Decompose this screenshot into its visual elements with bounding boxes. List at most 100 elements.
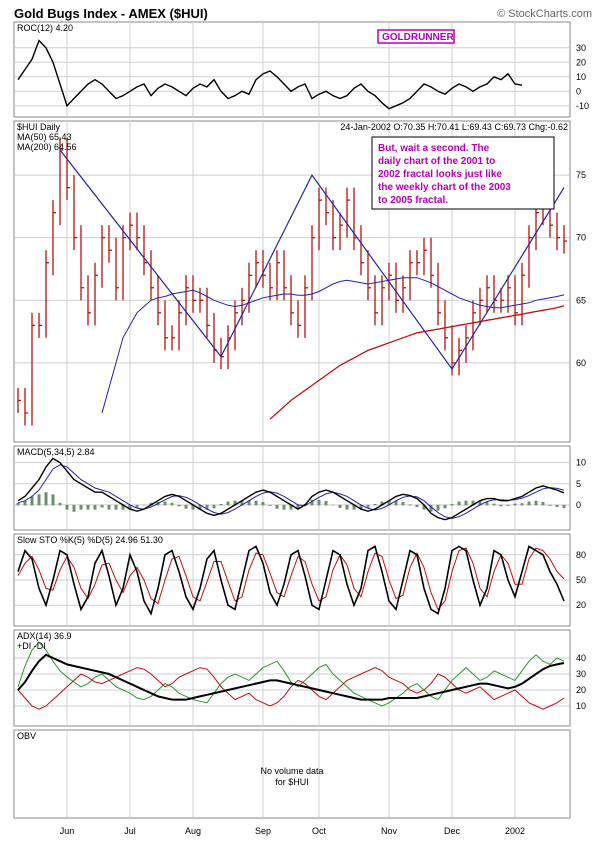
annotation-line-0: But, wait a second. The xyxy=(378,143,490,154)
macd-histogram-bar xyxy=(289,504,293,510)
tick-label-price-3: 60 xyxy=(576,358,586,368)
macd-histogram-bar xyxy=(408,504,412,506)
macd-histogram-bar xyxy=(72,504,76,512)
chart-credit: © StockCharts.com xyxy=(497,8,592,20)
macd-histogram-bar xyxy=(275,504,279,509)
macd-histogram-bar xyxy=(373,504,377,506)
macd-histogram-bar xyxy=(16,502,20,506)
roc-line xyxy=(17,39,523,110)
tick-label-adx-2: 20 xyxy=(576,685,586,695)
macd-histogram-bar xyxy=(233,500,237,506)
x-axis-label-4: Oct xyxy=(312,826,327,836)
macd-histogram-bar xyxy=(359,504,363,510)
macd-histogram-bar xyxy=(450,504,454,506)
ma50-line xyxy=(101,277,565,414)
minus-di-line xyxy=(17,667,565,710)
macd-histogram-bar xyxy=(205,504,209,510)
roc-label: ROC(12) 4.20 xyxy=(17,23,73,33)
macd-histogram-bar xyxy=(541,501,545,506)
macd-histogram-bar xyxy=(93,504,97,510)
macd-histogram-bar xyxy=(506,504,510,506)
macd-histogram-bar xyxy=(310,499,314,506)
x-axis-label-2: Aug xyxy=(185,826,201,836)
x-axis-label-0: Jun xyxy=(60,826,75,836)
macd-signal-line xyxy=(17,464,565,519)
macd-histogram-bar xyxy=(548,504,552,506)
macd-histogram-bar xyxy=(107,504,111,510)
panel-macd-frame xyxy=(13,445,571,531)
ma200-line xyxy=(269,305,565,420)
macd-histogram-bar xyxy=(555,504,559,508)
macd-histogram-bar xyxy=(58,502,62,506)
annotation-box xyxy=(371,136,555,210)
macd-histogram-bar xyxy=(226,501,230,506)
x-axis-label-6: Dec xyxy=(444,826,461,836)
ma50-label: MA(50) 65.43 xyxy=(17,132,72,142)
tick-label-roc-4: -10 xyxy=(576,101,589,111)
x-axis-label-3: Sep xyxy=(255,826,271,836)
panel-obv-frame xyxy=(13,729,571,819)
macd-histogram-bar xyxy=(198,504,202,510)
macd-histogram-bar xyxy=(436,504,440,511)
macd-histogram-bar xyxy=(219,504,223,506)
annotation-line-3: the weekly chart of the 2003 xyxy=(378,182,511,193)
goldrunner-badge-box xyxy=(377,29,455,44)
tick-label-roc-1: 20 xyxy=(576,57,586,67)
macd-histogram-bar xyxy=(443,504,447,509)
macd-histogram-bar xyxy=(338,504,342,508)
panel-roc-frame xyxy=(13,21,571,118)
macd-histogram-bar xyxy=(163,501,167,506)
macd-histogram-bar xyxy=(492,503,496,506)
macd-histogram-bar xyxy=(135,504,139,509)
macd-histogram-bar xyxy=(37,494,41,506)
macd-histogram-bar xyxy=(247,500,251,506)
tick-label-roc-2: 10 xyxy=(576,72,586,82)
macd-histogram-bar xyxy=(212,504,216,509)
macd-histogram-bar xyxy=(149,502,153,506)
macd-histogram-bar xyxy=(478,500,482,506)
macd-histogram-bar xyxy=(79,504,83,510)
chart-marks xyxy=(16,29,567,710)
sto-k-line xyxy=(17,545,565,616)
macd-histogram-bar xyxy=(527,501,531,506)
macd-histogram-bar xyxy=(44,492,48,506)
macd-histogram-bar xyxy=(261,501,265,506)
macd-histogram-bar xyxy=(296,504,300,510)
tick-label-sto-2: 20 xyxy=(576,600,586,610)
macd-histogram-bar xyxy=(142,504,146,506)
obv-message-0: No volume data xyxy=(260,766,323,776)
macd-histogram-bar xyxy=(240,500,244,506)
macd-histogram-bar xyxy=(457,501,461,506)
macd-histogram-bar xyxy=(485,501,489,506)
macd-histogram-bar xyxy=(23,500,27,506)
panel-frames xyxy=(13,21,571,819)
x-axis-label-5: Nov xyxy=(381,826,398,836)
tick-label-price-0: 75 xyxy=(576,170,586,180)
tick-label-sto-1: 50 xyxy=(576,575,586,585)
macd-histogram-bar xyxy=(499,504,503,507)
macd-histogram-bar xyxy=(121,504,125,510)
obv-label: OBV xyxy=(17,731,36,741)
macd-histogram-bar xyxy=(380,501,384,506)
chart-labels: 30 20 10 0 -10 ROC(12) 4.20 GOLDRUNNER 75 70 65 60… xyxy=(17,23,589,836)
macd-histogram-bar xyxy=(387,500,391,506)
sto-label: Slow STO %K(5) %D(5) 24.96 51.30 xyxy=(17,535,163,545)
price-quote: 24-Jan-2002 O:70.35 H:70.41 L:69.43 C:69… xyxy=(340,122,568,132)
price-label: $HUI Daily xyxy=(17,122,61,132)
tick-label-adx-3: 10 xyxy=(576,701,586,711)
sto-d-line xyxy=(17,547,565,611)
macd-histogram-bar xyxy=(184,504,188,509)
macd-histogram-bar xyxy=(30,496,34,506)
macd-histogram-bar xyxy=(324,501,328,506)
annotation-line-4: to 2005 fractal. xyxy=(378,195,448,206)
tick-label-adx-0: 40 xyxy=(576,653,586,663)
x-axis-label-1: Jul xyxy=(124,826,136,836)
x-axis-label-7: 2002 xyxy=(505,826,525,836)
macd-histogram-bar xyxy=(331,504,335,506)
macd-histogram-bar xyxy=(464,500,468,506)
goldrunner-badge: GOLDRUNNER xyxy=(382,32,454,43)
macd-histogram-bar xyxy=(534,500,538,506)
macd-histogram-bar xyxy=(128,504,132,510)
tick-label-price-2: 65 xyxy=(576,295,586,305)
panel-adx-frame xyxy=(13,629,571,727)
